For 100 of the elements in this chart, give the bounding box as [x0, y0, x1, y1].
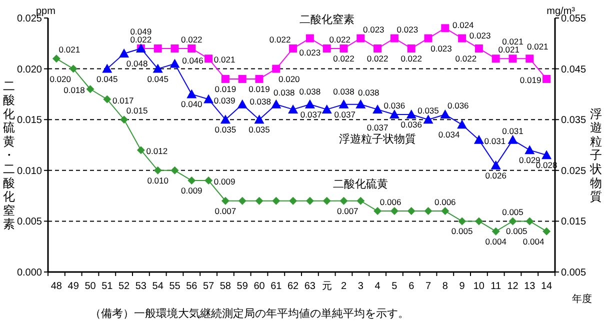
y2-tick-label: 0.035	[561, 115, 586, 126]
point	[406, 110, 416, 119]
point	[322, 104, 332, 114]
data-label: 0.022	[455, 53, 477, 64]
point	[288, 104, 298, 114]
point	[524, 145, 535, 154]
point	[356, 196, 365, 205]
data-label: 0.022	[366, 53, 388, 64]
data-label: 0.017	[112, 95, 134, 106]
series-label: 二酸化窒素	[299, 13, 354, 26]
point	[304, 99, 315, 108]
data-label: 0.045	[96, 74, 118, 84]
x-tick-label: 61	[270, 281, 282, 292]
x-tick-label: 49	[68, 281, 80, 292]
point	[340, 44, 348, 52]
point	[188, 44, 196, 52]
x-tick-label: 7	[425, 281, 432, 292]
data-label: 0.046	[182, 56, 204, 66]
point	[272, 64, 280, 73]
data-label: 0.010	[147, 175, 168, 186]
point	[441, 207, 450, 216]
data-label: 0.023	[299, 47, 321, 58]
point	[474, 44, 483, 52]
data-label: 0.019	[248, 84, 270, 94]
point	[289, 44, 298, 52]
point	[102, 64, 112, 73]
x-tick-label: 56	[186, 281, 198, 292]
data-label: 0.023	[363, 24, 384, 34]
point	[221, 196, 230, 205]
point	[170, 166, 179, 174]
point	[458, 217, 466, 226]
x-tick-label: 元	[322, 281, 332, 292]
data-label: 0.022	[130, 34, 152, 44]
data-label: 0.020	[278, 74, 300, 84]
x-tick-label: 6	[408, 281, 415, 292]
point	[152, 64, 163, 73]
y2-tick-label: 0.025	[561, 166, 586, 177]
y2-tick-label: 0.055	[561, 14, 586, 24]
data-label: 0.006	[380, 197, 402, 208]
point	[170, 44, 179, 52]
text: ppm	[36, 6, 56, 17]
x-tick-label: 53	[135, 281, 147, 292]
point	[340, 196, 348, 205]
x-tick-label: 2	[340, 281, 347, 292]
data-label: 0.035	[248, 124, 270, 135]
data-label: 0.006	[434, 197, 456, 208]
point	[221, 74, 230, 83]
data-label: 0.007	[214, 206, 236, 216]
point	[407, 207, 416, 216]
data-label: 0.034	[438, 130, 460, 140]
data-label: 0.021	[502, 36, 524, 47]
point	[492, 227, 500, 236]
data-label: 0.023	[430, 43, 452, 54]
point	[255, 74, 264, 83]
x-tick-label: 52	[118, 281, 130, 292]
x-tick-label: 62	[287, 281, 300, 292]
x-tick-label: 4	[374, 281, 381, 292]
data-label: 0.023	[396, 24, 418, 34]
x-tick-label: 8	[442, 281, 448, 292]
y2-tick-label: 0.045	[561, 64, 586, 76]
point	[356, 34, 365, 42]
point	[271, 99, 282, 108]
data-label: 0.009	[214, 176, 236, 187]
text: （備考）一般環境大気継続測定局の年平均値の単純平均を示す。	[90, 307, 409, 320]
x-axis-title: 年度	[572, 293, 592, 305]
point	[188, 176, 196, 185]
data-label: 0.039	[214, 95, 236, 106]
point	[526, 54, 534, 63]
data-label: 0.036	[448, 100, 469, 111]
data-label: 0.035	[418, 106, 439, 116]
point	[69, 64, 78, 73]
data-label: 0.021	[527, 42, 548, 52]
y2-tick-label: 0.015	[561, 216, 586, 228]
point	[52, 54, 60, 63]
point	[356, 99, 366, 108]
point	[457, 120, 468, 129]
x-tick-label: 51	[102, 281, 114, 292]
point	[237, 99, 248, 108]
point	[374, 207, 382, 216]
data-label: 0.007	[337, 206, 358, 216]
series-label: 二酸化硫黄	[333, 178, 388, 191]
point	[322, 44, 331, 52]
data-label: 0.018	[64, 85, 85, 96]
data-label: 0.019	[520, 74, 542, 85]
series-label: 浮遊粒子状物質	[339, 132, 416, 146]
point	[322, 196, 331, 205]
point	[508, 134, 518, 144]
x-tick-label: 59	[236, 281, 248, 292]
point	[186, 89, 197, 98]
point	[154, 166, 162, 174]
x-tick-label: 10	[473, 281, 485, 292]
point	[238, 74, 246, 83]
point	[542, 74, 551, 83]
point	[255, 196, 264, 205]
data-label: 0.024	[452, 20, 474, 30]
data-label: 0.037	[366, 122, 388, 132]
data-label: 0.026	[485, 170, 506, 180]
x-tick-label: 9	[459, 281, 466, 292]
point	[424, 34, 432, 42]
point	[254, 114, 264, 124]
